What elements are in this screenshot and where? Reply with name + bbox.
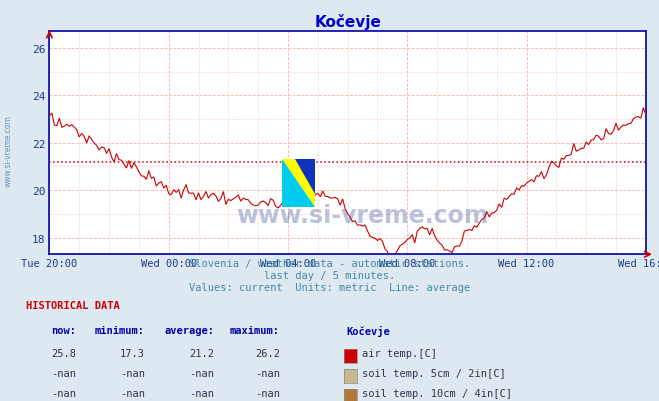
Title: Kočevje: Kočevje bbox=[314, 14, 381, 30]
Text: -nan: -nan bbox=[255, 368, 280, 378]
Text: last day / 5 minutes.: last day / 5 minutes. bbox=[264, 271, 395, 281]
Polygon shape bbox=[282, 160, 315, 207]
Polygon shape bbox=[282, 160, 315, 207]
Text: Slovenia / weather data - automatic stations.: Slovenia / weather data - automatic stat… bbox=[189, 259, 470, 269]
Text: average:: average: bbox=[164, 326, 214, 336]
Text: -nan: -nan bbox=[255, 388, 280, 398]
Text: www.si-vreme.com: www.si-vreme.com bbox=[4, 115, 13, 186]
Text: 21.2: 21.2 bbox=[189, 348, 214, 358]
Text: now:: now: bbox=[51, 326, 76, 336]
Text: -nan: -nan bbox=[120, 368, 145, 378]
Text: 17.3: 17.3 bbox=[120, 348, 145, 358]
Polygon shape bbox=[295, 160, 315, 194]
Text: HISTORICAL DATA: HISTORICAL DATA bbox=[26, 301, 120, 311]
Text: Kočevje: Kočevje bbox=[346, 326, 389, 336]
Text: minimum:: minimum: bbox=[95, 326, 145, 336]
Text: 26.2: 26.2 bbox=[255, 348, 280, 358]
Text: air temp.[C]: air temp.[C] bbox=[362, 348, 438, 358]
Text: soil temp. 10cm / 4in[C]: soil temp. 10cm / 4in[C] bbox=[362, 388, 513, 398]
Text: -nan: -nan bbox=[51, 388, 76, 398]
Text: -nan: -nan bbox=[189, 368, 214, 378]
Text: maximum:: maximum: bbox=[230, 326, 280, 336]
Text: Values: current  Units: metric  Line: average: Values: current Units: metric Line: aver… bbox=[189, 283, 470, 293]
Text: -nan: -nan bbox=[189, 388, 214, 398]
Text: -nan: -nan bbox=[51, 368, 76, 378]
Text: www.si-vreme.com: www.si-vreme.com bbox=[236, 204, 489, 227]
Text: 25.8: 25.8 bbox=[51, 348, 76, 358]
Text: soil temp. 5cm / 2in[C]: soil temp. 5cm / 2in[C] bbox=[362, 368, 506, 378]
Text: -nan: -nan bbox=[120, 388, 145, 398]
